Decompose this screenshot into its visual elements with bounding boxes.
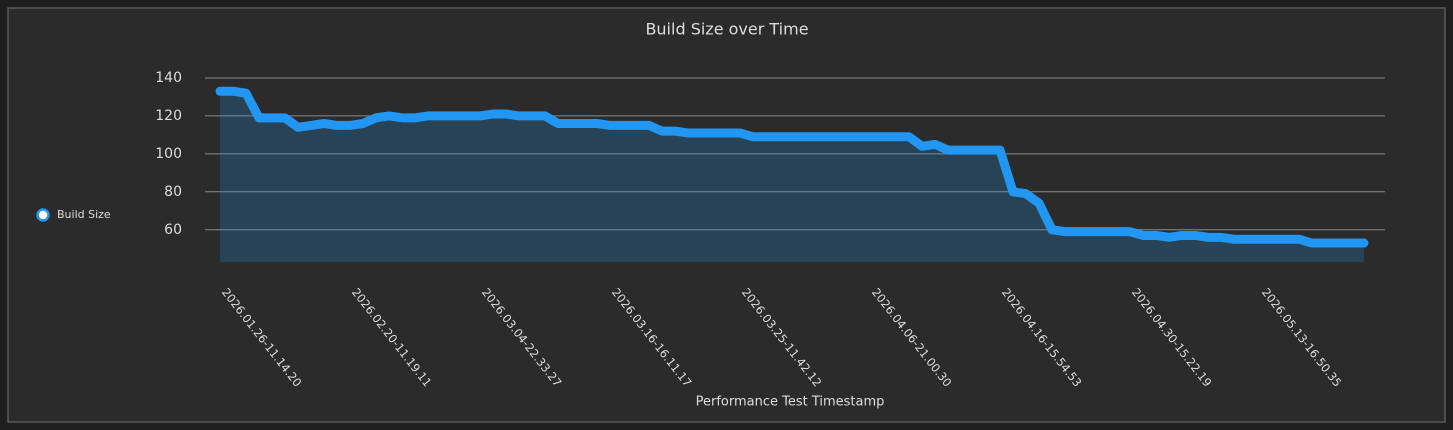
y-tick-label: 80 bbox=[164, 184, 182, 200]
legend-label: Build Size bbox=[57, 208, 111, 221]
chart-frame bbox=[7, 7, 1446, 423]
x-axis-title: Performance Test Timestamp bbox=[696, 395, 885, 410]
area bbox=[220, 91, 1364, 262]
legend-marker bbox=[36, 208, 50, 222]
y-tick-label: 120 bbox=[155, 108, 182, 124]
line bbox=[215, 86, 1369, 248]
chart-title: Build Size over Time bbox=[645, 20, 808, 39]
y-tick-label: 100 bbox=[155, 146, 182, 162]
y-tick-label: 140 bbox=[155, 70, 182, 86]
y-tick-label: 60 bbox=[164, 222, 182, 238]
